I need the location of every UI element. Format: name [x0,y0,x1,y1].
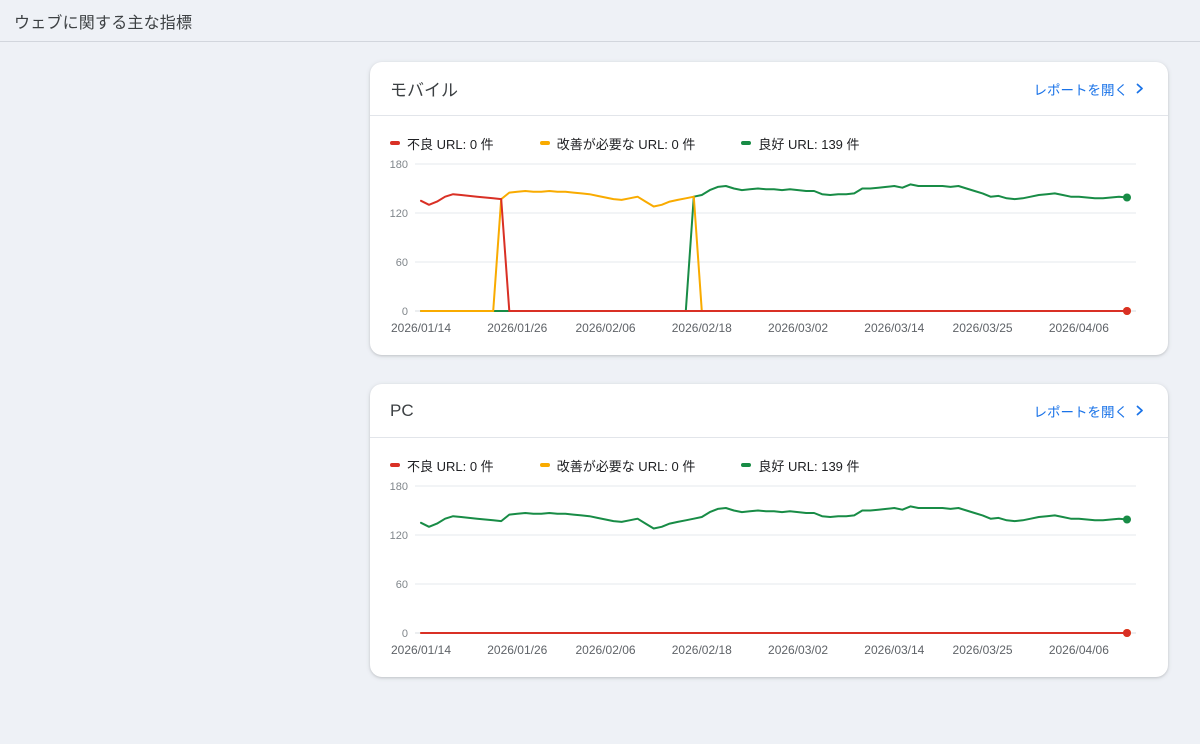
x-axis-label: 2026/03/02 [768,643,828,657]
x-axis-label: 2026/02/06 [575,321,635,335]
chart-mobile: 0 60 120 180 2026/01/14 2026/01/26 2026/02/06 2… [370,159,1168,355]
series-endpoint-dot [1123,193,1131,202]
series-endpoint-dot [1123,515,1131,524]
y-axis-label: 180 [390,159,408,171]
x-axis-label: 2026/01/26 [487,643,547,657]
y-axis-label: 60 [396,579,408,591]
legend-label-needs-improvement-urls: 改善が必要な URL: 0 件 [556,458,696,474]
chevron-right-icon [1136,83,1143,94]
legend-label-bad-urls: 不良 URL: 0 件 [407,136,494,152]
line-chart-svg: 0 60 120 180 2026/01/14 2026/01/26 2026/02/06 2… [390,481,1136,657]
series-line [420,190,1128,312]
y-axis-label: 180 [390,481,408,493]
legend-item-good-urls: 良好 URL: 139 件 [741,134,860,152]
x-axis-label: 2026/01/14 [391,643,451,657]
x-axis-label: 2026/03/02 [768,321,828,335]
x-axis-label: 2026/02/06 [575,643,635,657]
line-chart-svg: 0 60 120 180 2026/01/14 2026/01/26 2026/02/06 2… [390,159,1136,335]
series-line [420,193,1128,312]
open-report-link-label: レポートを開く [1033,404,1129,420]
legend-label-good-urls: 良好 URL: 139 件 [758,458,860,474]
series-line [420,505,1128,530]
legend-swatch-needs-improvement-icon [539,463,550,467]
legend-label-good-urls: 良好 URL: 139 件 [758,136,860,152]
y-axis-label: 60 [396,257,408,269]
series-endpoint-dot [1123,629,1131,637]
y-axis-label: 120 [390,208,408,220]
legend-item-bad-urls: 不良 URL: 0 件 [390,134,494,152]
legend-item-needs-improvement-urls: 改善が必要な URL: 0 件 [539,456,696,474]
legend-swatch-needs-improvement-icon [539,141,550,145]
x-axis-label: 2026/03/25 [953,321,1013,335]
y-axis-label: 120 [390,530,408,542]
legend-item-bad-urls: 不良 URL: 0 件 [390,456,494,474]
legend-item-good-urls: 良好 URL: 139 件 [741,456,860,474]
card-header-mobile: モバイル レポートを開く [370,62,1168,116]
y-axis-label: 0 [402,628,408,640]
legend-item-needs-improvement-urls: 改善が必要な URL: 0 件 [539,134,696,152]
legend-label-needs-improvement-urls: 改善が必要な URL: 0 件 [556,136,696,152]
x-axis-label: 2026/01/26 [487,321,547,335]
card-header-pc: PC レポートを開く [370,384,1168,438]
page-header: ウェブに関する主な指標 [0,0,1200,42]
legend-pc: 不良 URL: 0 件 改善が必要な URL: 0 件 良好 URL: 139 … [370,438,1168,474]
y-axis-label: 0 [402,306,408,318]
x-axis-label: 2026/03/14 [864,321,924,335]
x-axis-label: 2026/01/14 [391,321,451,335]
x-axis-label: 2026/03/25 [953,643,1013,657]
card-mobile: モバイル レポートを開く 不良 URL: 0 件 改善が必要な URL: 0 件… [370,62,1168,355]
x-axis-label: 2026/02/18 [672,643,732,657]
x-axis-label: 2026/04/06 [1049,321,1109,335]
legend-mobile: 不良 URL: 0 件 改善が必要な URL: 0 件 良好 URL: 139 … [370,116,1168,152]
legend-swatch-good-icon [741,141,752,145]
legend-swatch-bad-icon [390,141,400,145]
series-endpoint-dot [1123,307,1131,315]
content: モバイル レポートを開く 不良 URL: 0 件 改善が必要な URL: 0 件… [370,62,1168,677]
x-axis-label: 2026/04/06 [1049,643,1109,657]
series-line [420,183,1128,312]
legend-swatch-bad-icon [390,463,400,467]
page-title: ウェブに関する主な指標 [14,14,193,32]
chevron-right-icon [1136,405,1143,416]
chart-pc: 0 60 120 180 2026/01/14 2026/01/26 2026/02/06 2… [370,481,1168,677]
x-axis-label: 2026/03/14 [864,643,924,657]
open-report-link-mobile[interactable]: レポートを開く [1034,79,1145,99]
card-pc: PC レポートを開く 不良 URL: 0 件 改善が必要な URL: 0 件 良… [370,384,1168,677]
legend-label-bad-urls: 不良 URL: 0 件 [407,458,494,474]
open-report-link-pc[interactable]: レポートを開く [1034,401,1145,421]
x-axis-label: 2026/02/18 [672,321,732,335]
open-report-link-label: レポートを開く [1033,82,1129,98]
card-title-pc: PC [390,400,414,420]
card-title-mobile: モバイル [390,81,458,100]
legend-swatch-good-icon [741,463,752,467]
